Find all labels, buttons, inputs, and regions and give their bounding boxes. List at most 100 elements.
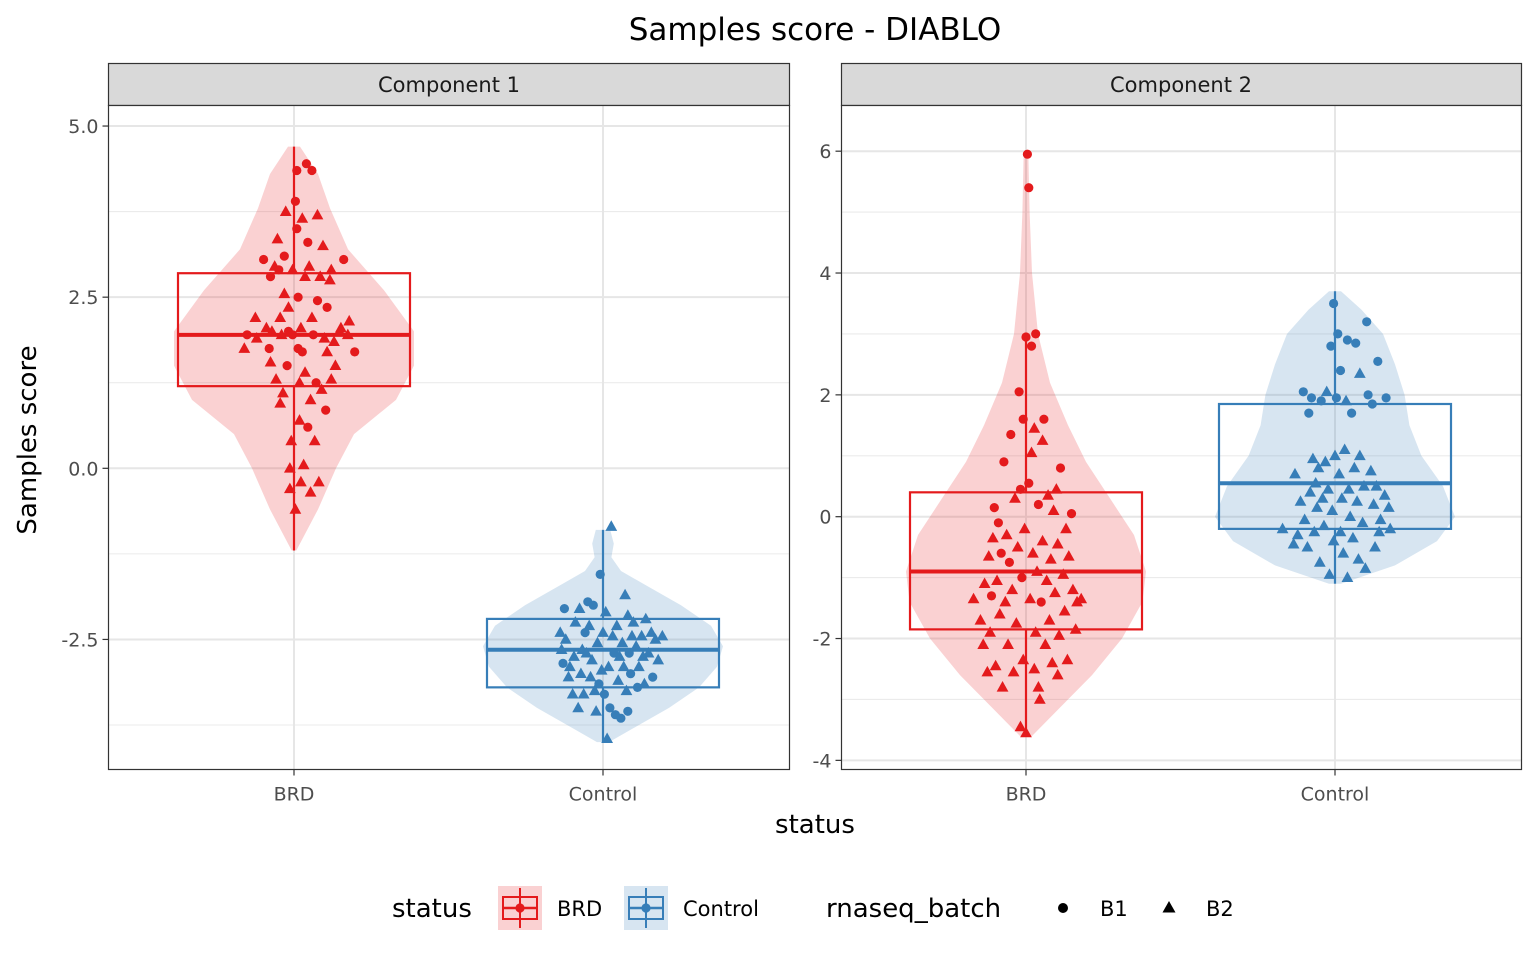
legend-key-brd-point	[515, 903, 525, 913]
data-point-control-b1	[1362, 317, 1372, 327]
data-point-brd-b2	[260, 321, 273, 333]
data-point-brd-b2	[1009, 492, 1021, 503]
data-point-brd-b2	[1002, 638, 1014, 649]
data-point-control-b2	[620, 684, 633, 696]
data-point-brd-b2	[986, 531, 999, 543]
data-point-brd-b2	[308, 434, 321, 446]
data-point-control-b1	[1335, 365, 1346, 376]
data-point-brd-b1	[308, 330, 318, 340]
legend-batch-title: rnaseq_batch	[826, 894, 1001, 924]
data-point-control-b1	[599, 689, 610, 699]
data-point-brd-b2	[1053, 629, 1066, 640]
data-point-brd-b1	[350, 347, 360, 357]
data-point-brd-b2	[325, 263, 338, 275]
legend-key-b2-triangle	[1162, 901, 1176, 913]
data-point-control-b2	[575, 667, 587, 679]
data-point-brd-b1	[242, 330, 252, 340]
data-point-brd-b1	[1066, 508, 1077, 519]
data-point-control-b1	[559, 604, 570, 614]
data-point-brd-b1	[1039, 414, 1049, 424]
data-point-control-b2	[573, 602, 586, 613]
data-point-brd-b2	[1058, 604, 1071, 616]
data-point-brd-b2	[1049, 586, 1061, 598]
data-point-control-b2	[1364, 464, 1377, 476]
data-point-brd-b2	[1061, 653, 1074, 665]
data-point-control-b2	[597, 626, 609, 637]
data-point-control-b1	[1304, 408, 1314, 418]
data-point-control-b2	[580, 646, 593, 658]
data-point-brd-b2	[1062, 550, 1075, 561]
data-point-brd-b2	[977, 638, 990, 649]
data-point-brd-b1	[996, 548, 1006, 558]
data-point-brd-b2	[283, 462, 296, 473]
data-point-brd-b1	[322, 302, 332, 312]
data-point-control-b2	[1320, 385, 1333, 397]
data-point-control-b2	[1313, 556, 1326, 567]
panel-grid	[841, 105, 1522, 770]
data-point-brd-b2	[329, 359, 342, 370]
data-point-brd-b2	[978, 577, 991, 589]
data-point-control-b1	[1326, 341, 1336, 351]
data-point-control-b2	[555, 643, 568, 655]
box-brd	[908, 491, 1144, 631]
data-point-brd-b2	[277, 386, 289, 398]
data-point-brd-b2	[1014, 720, 1027, 732]
data-point-brd-b2	[323, 273, 336, 285]
data-point-control-b2	[1358, 480, 1370, 491]
data-point-brd-b1	[1018, 414, 1028, 424]
data-point-control-b2	[1308, 525, 1321, 537]
data-point-brd-b1	[986, 591, 997, 601]
data-point-control-b2	[562, 670, 575, 682]
data-point-control-b2	[652, 653, 665, 665]
data-point-control-b2	[1309, 476, 1322, 488]
data-point-brd-b2	[982, 550, 995, 561]
x-tick-label-brd: BRD	[1006, 784, 1047, 806]
data-point-brd-b1	[259, 254, 269, 265]
data-point-brd-b1	[1022, 149, 1032, 159]
data-point-control-b2	[1353, 449, 1366, 461]
data-point-control-b2	[599, 605, 612, 617]
data-point-control-b1	[1367, 399, 1377, 409]
data-point-control-b2	[1340, 394, 1352, 406]
panel-grid	[108, 105, 790, 770]
data-point-brd-b2	[318, 332, 331, 343]
data-point-brd-b2	[293, 414, 306, 425]
data-point-control-b1	[1347, 408, 1357, 418]
data-point-brd-b2	[325, 373, 338, 384]
data-point-brd-b2	[321, 345, 334, 357]
data-point-brd-b2	[1007, 665, 1020, 677]
data-point-control-b2	[595, 664, 608, 675]
y-tick-label: -4	[813, 750, 832, 772]
data-point-brd-b2	[993, 607, 1006, 619]
data-point-brd-b2	[1039, 638, 1052, 649]
data-point-control-b2	[1341, 571, 1354, 582]
data-point-control-b1	[1329, 298, 1339, 309]
data-point-control-b2	[1367, 498, 1380, 509]
data-point-control-b2	[1316, 492, 1329, 503]
data-point-brd-b1	[1026, 341, 1037, 351]
data-point-brd-b1	[279, 251, 289, 261]
data-point-brd-b1	[1015, 484, 1026, 494]
data-point-control-b2	[1311, 501, 1323, 512]
data-point-control-b2	[1291, 528, 1304, 540]
data-point-control-b2	[591, 636, 604, 648]
data-point-control-b2	[616, 636, 629, 648]
y-tick-label: -2.5	[61, 629, 98, 651]
legend-label-b2: B2	[1206, 897, 1234, 921]
y-tick-label: 6	[819, 141, 831, 163]
data-point-brd-b2	[1011, 540, 1024, 552]
data-point-brd-b2	[250, 332, 263, 343]
data-point-brd-b1	[312, 296, 323, 306]
data-point-brd-b2	[317, 239, 329, 251]
data-point-control-b1	[1363, 390, 1373, 400]
data-point-brd-b2	[328, 335, 340, 347]
data-point-brd-b1	[292, 165, 302, 176]
data-point-control-b2	[1382, 501, 1395, 512]
data-point-brd-b2	[274, 311, 287, 323]
data-point-control-b2	[1370, 480, 1383, 491]
data-point-brd-b1	[339, 254, 349, 265]
legend-key-b1-circle	[1058, 903, 1068, 913]
data-point-brd-b2	[304, 393, 317, 405]
data-point-control-b2	[638, 677, 651, 689]
